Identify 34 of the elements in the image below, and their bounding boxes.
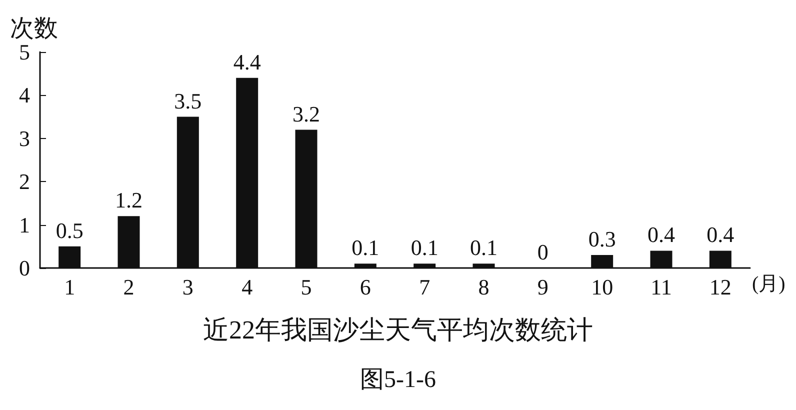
caption: 图5-1-6 — [360, 367, 436, 393]
data-label: 4.4 — [233, 49, 261, 74]
x-tick-label: 5 — [300, 274, 312, 300]
x-tick-label: 10 — [591, 274, 614, 300]
x-tick-label: 11 — [650, 274, 672, 300]
x-tick-label: 2 — [123, 274, 134, 300]
x-tick-label: 8 — [478, 274, 490, 300]
data-label: 0.4 — [648, 222, 675, 248]
y-tick-label: 1 — [19, 212, 30, 238]
data-label: 3.2 — [292, 101, 320, 126]
x-tick-label: 4 — [242, 274, 253, 300]
data-label: 3.5 — [174, 88, 202, 114]
text: 近22年我国沙尘天气平均次数统计 — [203, 316, 593, 344]
data-label: 0.1 — [470, 235, 498, 260]
x-tick-label: 9 — [537, 274, 548, 300]
y-tick-label: 2 — [19, 169, 30, 194]
data-label: 0.4 — [706, 222, 734, 248]
x-tick-label: 6 — [360, 274, 371, 300]
y-axis-title: 次数 — [10, 16, 58, 42]
y-tick-label: 3 — [19, 126, 30, 151]
data-label: 0 — [537, 240, 548, 264]
x-tick-label: 12 — [709, 274, 732, 300]
data-label: 1.2 — [115, 188, 142, 213]
data-label: 0.1 — [352, 235, 380, 260]
y-tick-label: 0 — [19, 256, 30, 280]
y-tick-label: 5 — [19, 40, 30, 64]
x-tick-label: 3 — [182, 274, 194, 300]
data-label: 0.5 — [56, 218, 84, 243]
x-tick-label: 1 — [64, 274, 76, 300]
data-label: 0.1 — [410, 235, 438, 260]
y-tick-label: 4 — [19, 82, 30, 108]
data-label: 0.3 — [588, 226, 616, 252]
x-axis-title: (月) — [752, 273, 786, 295]
x-tick-label: 7 — [419, 274, 430, 300]
